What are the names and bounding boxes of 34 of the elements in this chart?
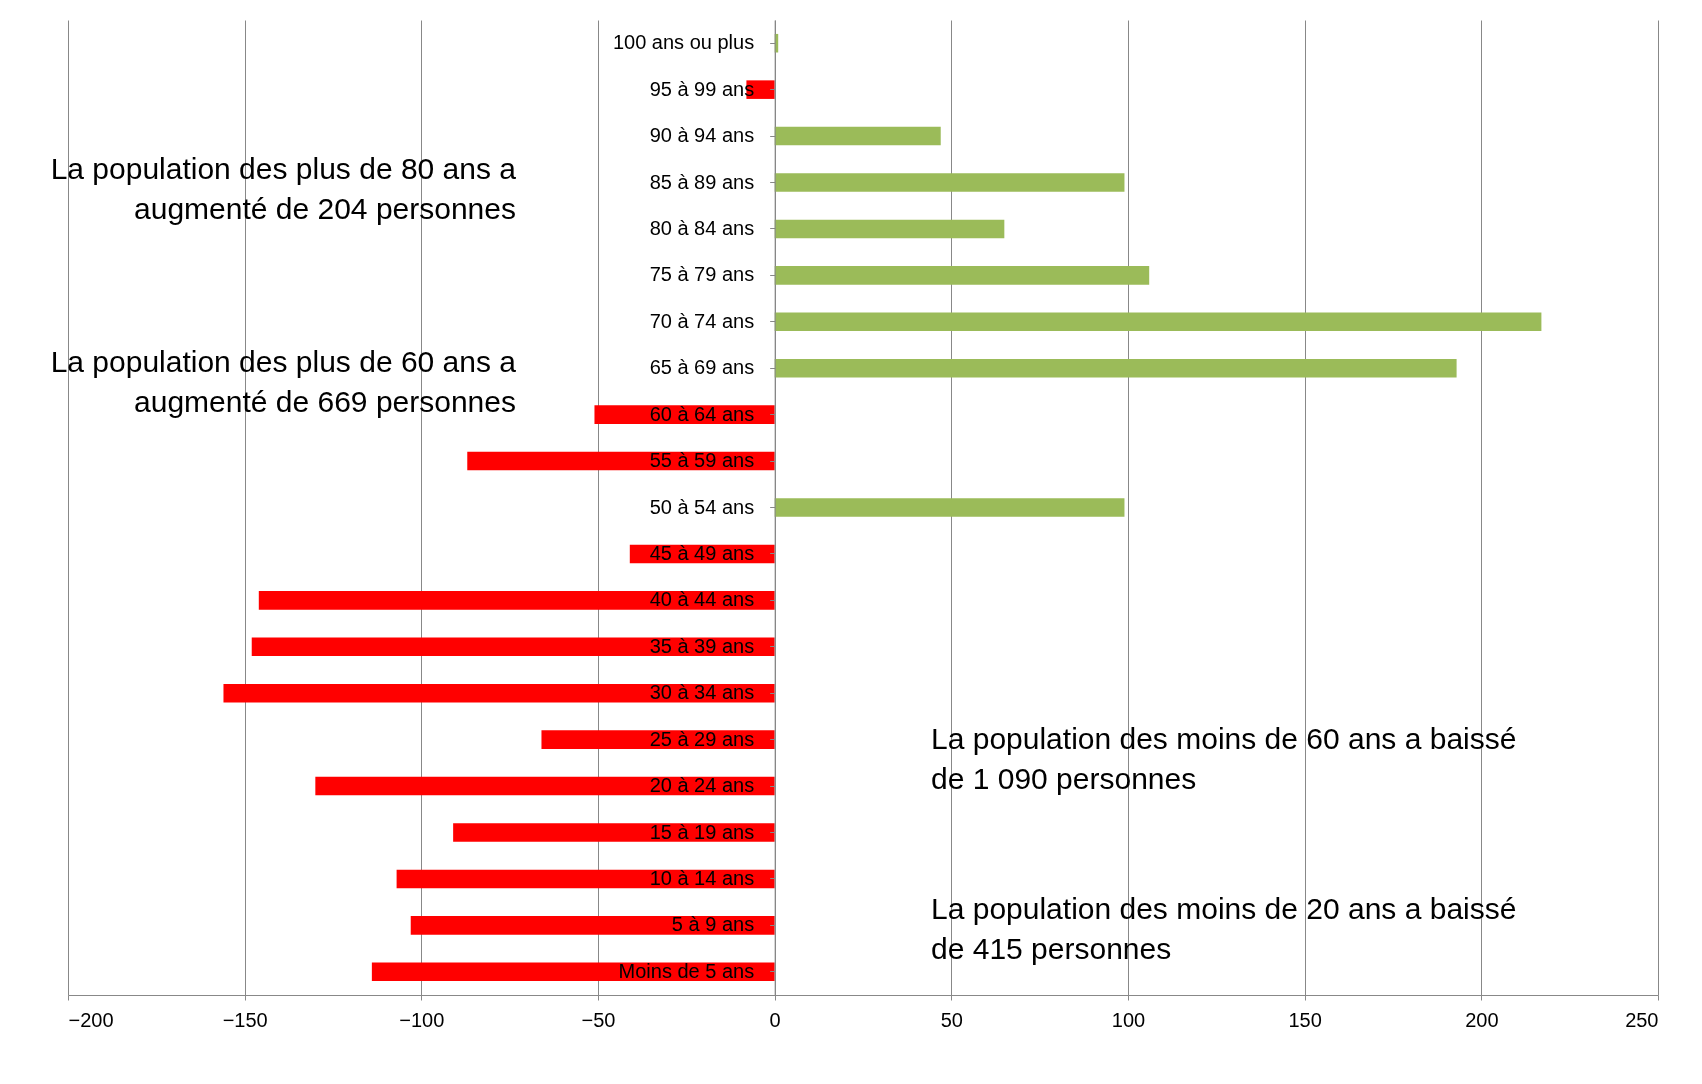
x-tick-label: 200 bbox=[1465, 1008, 1499, 1031]
y-tick-label: 15 à 19 ans bbox=[649, 820, 755, 843]
y-tick-label: 35 à 39 ans bbox=[649, 634, 755, 657]
y-tick-label: 45 à 49 ans bbox=[649, 541, 755, 564]
annotation: La population des plus de 80 ans a augmenté de 204 personnes bbox=[50, 152, 517, 225]
x-tick-label: 0 bbox=[769, 1008, 781, 1031]
annotation: La population des plus de 60 ans a augmenté de 669 personnes bbox=[50, 345, 517, 418]
y-tick-label: 5 à 9 ans bbox=[671, 913, 755, 936]
y-tick-label: 10 à 14 ans bbox=[649, 866, 755, 889]
y-tick-label: 90 à 94 ans bbox=[649, 124, 755, 147]
annotation: La population des moins de 60 ans a baissé de 1 090 personnes bbox=[931, 722, 1517, 795]
y-tick-label: 65 à 69 ans bbox=[649, 356, 755, 379]
y-tick-label: 60 à 64 ans bbox=[649, 402, 755, 425]
x-tick-label: −50 bbox=[581, 1008, 616, 1031]
y-tick-label: 75 à 79 ans bbox=[649, 263, 755, 286]
y-tick-label: 70 à 74 ans bbox=[649, 309, 755, 332]
y-tick-label: 30 à 34 ans bbox=[649, 681, 755, 704]
x-tick-label: −150 bbox=[222, 1008, 268, 1031]
x-tick-label: 250 bbox=[1625, 1008, 1659, 1031]
y-tick-label: 80 à 84 ans bbox=[649, 216, 755, 239]
y-tick-label: 85 à 89 ans bbox=[649, 170, 755, 193]
y-tick-label: 25 à 29 ans bbox=[649, 727, 755, 750]
y-tick-label: 50 à 54 ans bbox=[649, 495, 755, 518]
y-tick-label: 40 à 44 ans bbox=[649, 588, 755, 611]
x-tick-label: −200 bbox=[68, 1008, 114, 1031]
y-tick-label: 20 à 24 ans bbox=[649, 774, 755, 797]
x-tick-label: −100 bbox=[399, 1008, 445, 1031]
x-tick-label: 100 bbox=[1111, 1008, 1146, 1031]
annotation: La population des moins de 20 ans a baissé de 415 personnes bbox=[931, 892, 1517, 965]
y-tick-label: 100 ans ou plus bbox=[612, 31, 755, 54]
y-tick-label: 55 à 59 ans bbox=[649, 449, 755, 472]
y-tick-label: Moins de 5 ans bbox=[618, 959, 755, 982]
x-tick-label: 50 bbox=[940, 1008, 963, 1031]
x-tick-label: 150 bbox=[1288, 1008, 1322, 1031]
